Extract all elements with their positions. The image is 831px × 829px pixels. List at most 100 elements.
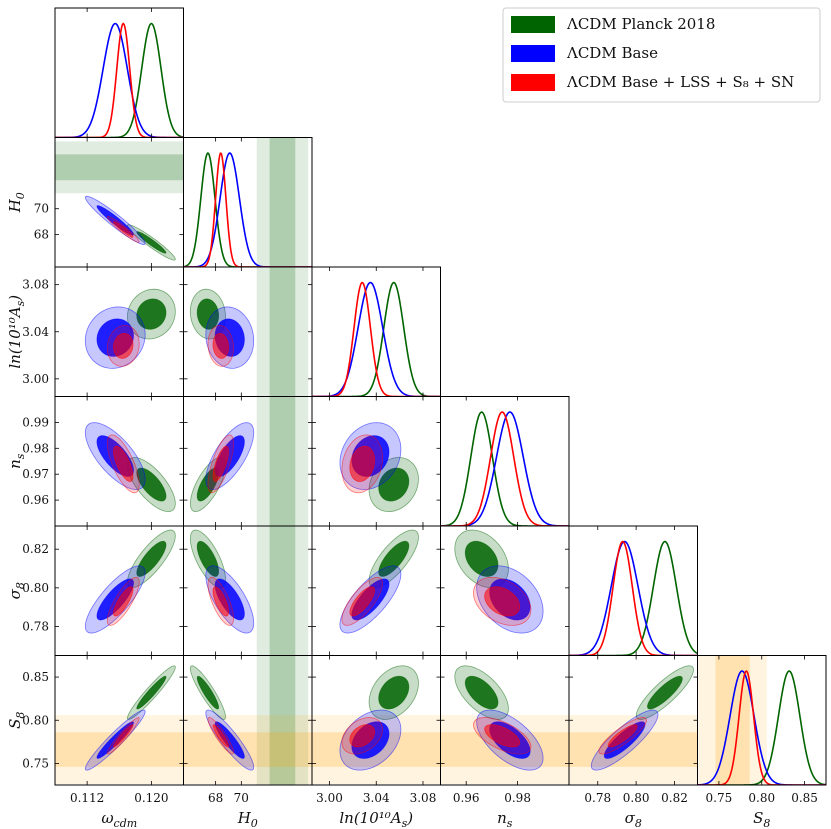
contour-68-full — [349, 586, 376, 617]
contours-planck-sigma8-S8 — [635, 665, 694, 720]
axis-label-sigma8: σ8 — [625, 809, 642, 829]
x-tick-label-S8: 0.75 — [706, 791, 733, 805]
band-H0-horizontal-2sigma — [55, 141, 184, 194]
y-tick-label-ns: 0.99 — [22, 415, 49, 429]
contours-planck-H0-logA — [189, 288, 226, 340]
contours-full-ns-sigma8 — [473, 576, 532, 626]
contours-full-H0-sigma8 — [207, 576, 234, 626]
x-tick-label-S8: 0.85 — [791, 791, 818, 805]
contours-full-H0-ns — [207, 434, 234, 494]
contour-68-full — [484, 724, 521, 748]
marginal-base-logA — [312, 281, 441, 397]
y-tick-label-sigma8: 0.78 — [22, 620, 49, 634]
band-H0-vertical-1sigma — [269, 396, 296, 526]
legend-swatch-full — [511, 74, 555, 91]
marginal-base-H0 — [183, 152, 312, 267]
marginal-full-omch2 — [55, 22, 184, 138]
contours-base-H0-S8 — [205, 709, 255, 771]
legend-swatch-base — [511, 45, 555, 62]
axis-label-H0: H0 — [237, 809, 258, 829]
contour-68-planck — [136, 467, 167, 502]
x-tick-label-sigma8: 0.82 — [661, 791, 688, 805]
contour-68-base — [214, 578, 245, 621]
contours-planck-ns-S8 — [454, 665, 509, 720]
legend-box — [502, 7, 821, 103]
axis-label-logA: ln(10¹⁰As) — [6, 295, 27, 369]
contour-68-planck — [378, 675, 410, 710]
contours-planck-omch2-ns — [127, 457, 176, 513]
x-tick-label-sigma8: 0.80 — [623, 791, 650, 805]
contour-68-planck — [136, 675, 167, 710]
band-H0-vertical-1sigma — [269, 137, 296, 267]
y-tick-label-H0: 68 — [34, 228, 49, 242]
y-tick-label-logA: 3.00 — [22, 372, 49, 386]
band-H0-vertical-2sigma — [256, 137, 309, 267]
x-tick-label-logA: 3.04 — [363, 791, 390, 805]
axis-label-S8: S8 — [6, 712, 27, 729]
band-H0-vertical-1sigma — [269, 267, 296, 397]
x-tick-label-sigma8: 0.78 — [584, 791, 611, 805]
band-S8-horizontal-2sigma — [183, 715, 312, 785]
band-H0-horizontal-1sigma — [55, 154, 184, 181]
contours-full-H0-S8 — [207, 717, 234, 755]
legend-label-full: ΛCDM Base + LSS + S₈ + SN — [566, 73, 794, 91]
x-tick-label-S8: 0.80 — [748, 791, 775, 805]
y-tick-label-logA: 3.08 — [22, 278, 49, 292]
band-H0-vertical-2sigma — [256, 526, 309, 656]
contour-68-planck — [647, 675, 683, 710]
y-tick-label-H0: 70 — [34, 202, 49, 216]
x-tick-label-logA: 3.00 — [316, 791, 343, 805]
x-tick-label-ns: 0.96 — [453, 791, 480, 805]
contours-planck-omch2-S8 — [127, 665, 176, 720]
y-tick-label-ns: 0.98 — [22, 441, 49, 455]
contours-full-omch2-S8 — [106, 717, 140, 755]
band-H0-vertical-2sigma — [256, 655, 309, 785]
tick-labels: 0.112 0.120 68 70 3.00 3.04 3.08 0.96 0.98 0.78 0.… — [22, 202, 818, 805]
contours-full-omch2-ns — [106, 434, 140, 494]
band-H0-vertical-2sigma — [256, 396, 309, 526]
marginal-planck-H0 — [183, 152, 312, 267]
contour-68-planck — [136, 298, 167, 330]
legend: ΛCDM Planck 2018 ΛCDM Base ΛCDM Base + LSS… — [502, 7, 821, 103]
contour-68-full — [349, 724, 376, 748]
y-tick-label-S8: 0.85 — [22, 670, 49, 684]
contours-planck-logA-ns — [368, 457, 419, 513]
contour-68-planck — [196, 675, 220, 710]
legend-label-planck: ΛCDM Planck 2018 — [566, 15, 715, 33]
marginal-planck-ns — [440, 411, 569, 526]
contours-full-logA-S8 — [341, 717, 383, 755]
marginal-planck-S8 — [697, 670, 826, 785]
legend-swatch-planck — [511, 16, 555, 33]
y-tick-label-sigma8: 0.80 — [22, 581, 49, 595]
contour-68-full — [484, 586, 521, 617]
contour-68-planck — [196, 540, 220, 577]
contours-full-omch2-sigma8 — [106, 576, 140, 626]
marginal-planck-logA — [312, 281, 441, 397]
y-tick-label-S8: 0.75 — [22, 756, 49, 770]
contours-planck-logA-S8 — [368, 665, 419, 720]
panels — [55, 22, 826, 785]
marginal-full-H0 — [183, 152, 312, 267]
axis-label-ns: ns — [6, 453, 27, 469]
contour-68-full — [113, 332, 134, 359]
contours-full-omch2-H0 — [106, 216, 140, 243]
x-tick-label-omch2: 0.120 — [134, 791, 168, 805]
x-tick-label-ns: 0.98 — [504, 791, 531, 805]
axis-label-omch2: ωcdm — [101, 809, 137, 829]
contours-full-H0-logA — [207, 324, 234, 367]
contour-68-base — [214, 721, 245, 759]
x-tick-label-logA: 3.08 — [410, 791, 437, 805]
contour-68-full — [113, 221, 134, 238]
contour-68-full — [212, 332, 229, 359]
marginal-base-S8 — [697, 670, 826, 785]
axis-label-logA: ln(10¹⁰As) — [339, 809, 413, 829]
contour-68-full — [212, 445, 229, 482]
contours-full-logA-sigma8 — [341, 576, 383, 626]
contour-68-planck — [464, 675, 499, 710]
contour-68-full — [349, 445, 376, 482]
y-tick-label-sigma8: 0.82 — [22, 542, 49, 556]
contour-68-full — [607, 724, 638, 748]
axis-labels: ωcdm H0 ln(10¹⁰As) ns σ8 S8 H0 ln(10¹⁰As) ns σ8 S8 — [6, 192, 770, 829]
axis-label-H0: H0 — [6, 192, 27, 213]
